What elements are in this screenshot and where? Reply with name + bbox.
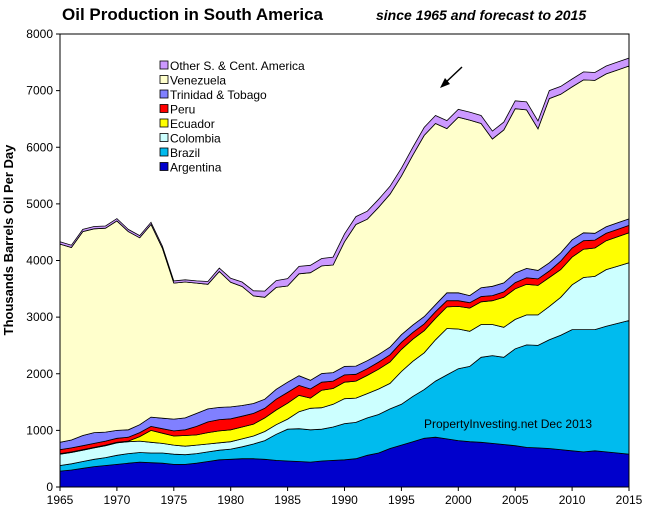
x-tick-label: 1980 [217,493,244,507]
legend-swatch-peru [159,104,169,113]
chart-subtitle: since 1965 and forecast to 2015 [376,7,586,23]
stacked-area-series [59,57,630,488]
legend-swatch-ecuador [159,118,169,128]
legend-swatch-trinidad-tobago [159,89,169,99]
y-axis-label: Thousands Barrels Oil Per Day [1,144,16,336]
x-tick-label: 1985 [274,493,301,507]
y-tick-label: 7000 [26,84,53,98]
y-tick-label: 8000 [26,27,53,41]
legend-label-colombia: Colombia [170,132,221,146]
legend-swatch-venezuela [159,75,169,84]
x-tick-label: 1995 [388,493,415,507]
x-tick-label: 2010 [559,493,586,507]
legend-label-brazil: Brazil [170,146,200,160]
legend-swatch-other-s-cent-america [159,60,169,70]
source-annotation: PropertyInvesting.net Dec 2013 [424,417,592,431]
peak-arrow [440,66,463,88]
legend-label-venezuela: Venezuela [170,74,226,88]
y-tick-label: 3000 [26,310,53,324]
chart-title: Oil Production in South America [62,5,324,24]
legend-label-ecuador: Ecuador [170,117,215,131]
x-tick-label: 1970 [104,493,131,507]
legend-swatch-colombia [159,133,169,142]
axes [56,33,630,491]
tick-labels: 0 1000 2000 3000 4000 5000 6000 7000 8000 1965 197… [26,27,642,507]
y-tick-label: 5000 [26,197,53,211]
y-tick-label: 4000 [26,254,53,268]
legend-label-trinidad-tobago: Trinidad & Tobago [170,88,267,102]
x-tick-label: 1990 [331,493,358,507]
y-tick-label: 6000 [26,140,53,154]
y-tick-label: 2000 [26,367,53,381]
legend: Other S. & Cent. AmericaVenezuelaTrinida… [159,59,305,175]
legend-label-other-s-cent-america: Other S. & Cent. America [170,59,305,73]
y-tick-label: 1000 [26,423,53,437]
legend-label-argentina: Argentina [170,161,222,175]
legend-label-peru: Peru [170,103,195,117]
x-tick-label: 2015 [616,493,643,507]
x-tick-label: 1975 [160,493,187,507]
x-tick-label: 2005 [502,493,529,507]
x-tick-label: 1965 [47,493,74,507]
legend-swatch-argentina [159,162,169,171]
x-tick-label: 2000 [445,493,472,507]
y-tick-label: 0 [46,480,53,494]
legend-swatch-brazil [159,147,169,157]
